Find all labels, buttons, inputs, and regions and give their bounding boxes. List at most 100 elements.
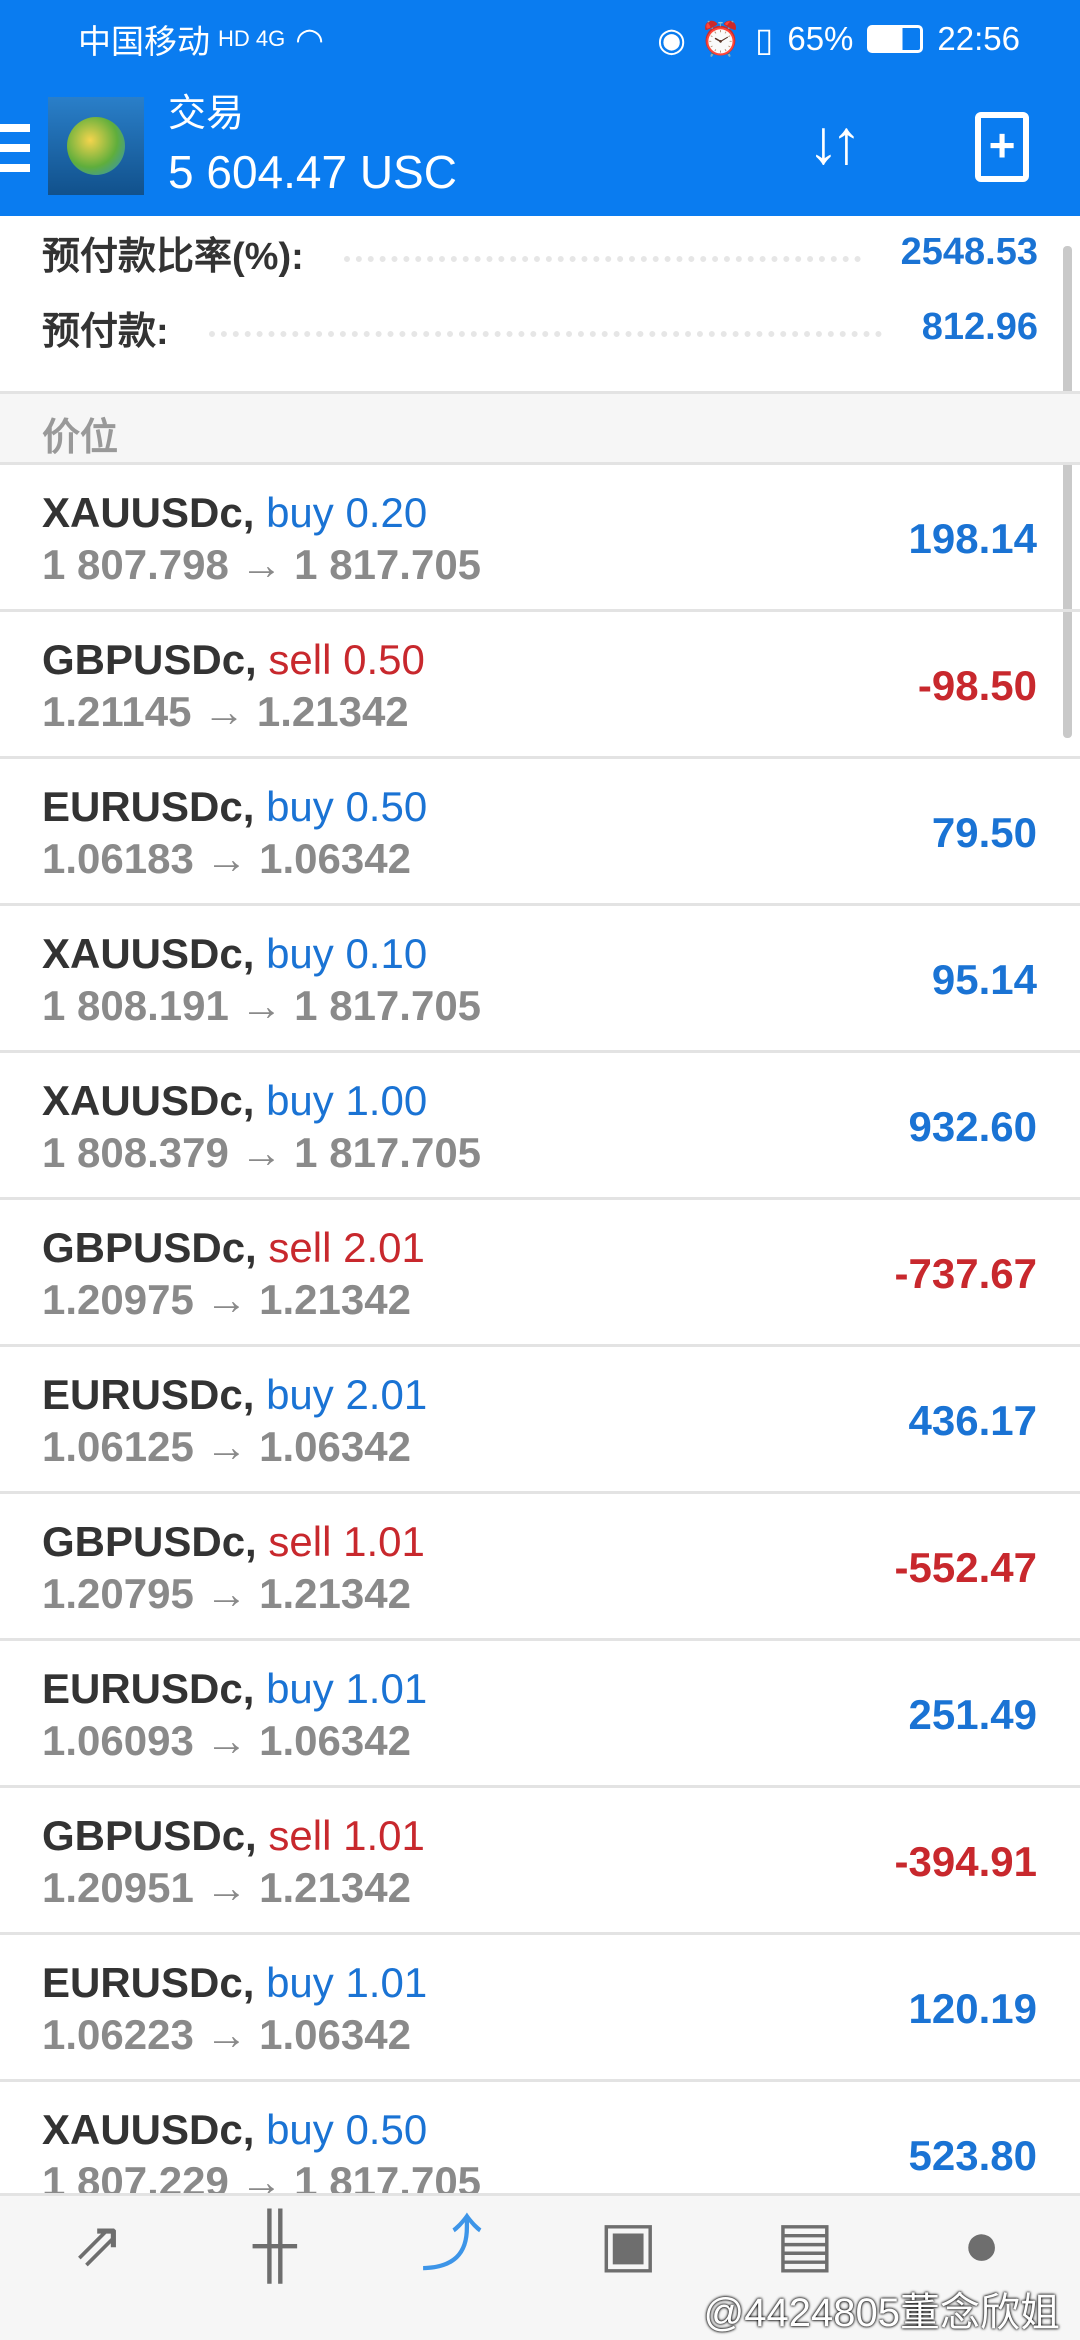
dots-leader [208, 330, 882, 337]
position-title: EURUSDc, buy 2.01 [42, 1371, 427, 1419]
profit: 95.14 [931, 956, 1037, 1003]
symbol: EURUSDc, [42, 1665, 255, 1712]
order-type-lot: buy 0.50 [266, 2106, 428, 2153]
symbol: GBPUSDc, [42, 1812, 257, 1859]
position-title: XAUUSDc, buy 1.00 [42, 1077, 427, 1125]
profit: 120.19 [908, 1985, 1037, 2032]
profit: 436.17 [908, 1397, 1037, 1444]
new-order-icon[interactable]: + [975, 112, 1029, 182]
order-type-lot: sell 1.01 [268, 1812, 425, 1859]
status-bar: 中国移动 HD 4G ◠ ◉ ⏰ ▯ 65% 22:56 [78, 14, 1020, 64]
symbol: XAUUSDc, [42, 930, 255, 977]
price-range: 1 807.229 → 1 817.705 [42, 2158, 482, 2193]
margin-label: 预付款: [42, 311, 169, 353]
position-row[interactable]: GBPUSDc, sell 0.50 1.21145 → 1.21342 -98… [0, 612, 1080, 759]
positions-list: XAUUSDc, buy 0.20 1 807.798 → 1 817.705 … [0, 465, 1080, 2193]
position-title: EURUSDc, buy 1.01 [42, 1665, 427, 1713]
price-range: 1.06183 → 1.06342 [42, 835, 411, 882]
price-range: 1.06125 → 1.06342 [42, 1423, 411, 1470]
position-title: GBPUSDc, sell 1.01 [42, 1812, 425, 1860]
order-type-lot: sell 0.50 [268, 636, 425, 683]
profit: 932.60 [908, 1103, 1037, 1150]
nav-chat-icon[interactable]: ● [962, 2210, 1001, 2279]
account-balance: 5 604.47 USC [168, 146, 457, 198]
profit: -394.91 [894, 1838, 1037, 1885]
scrollbar[interactable] [1063, 246, 1072, 738]
profit: -737.67 [894, 1250, 1037, 1297]
symbol: EURUSDc, [42, 1959, 255, 2006]
price-range: 1 807.798 → 1 817.705 [42, 541, 482, 588]
carrier: 中国移动 [78, 23, 210, 60]
bottom-nav: ⇗ ╫ ⤴ ▣ ▤ ● [0, 2193, 1080, 2340]
order-type-lot: buy 1.01 [266, 1665, 428, 1712]
battery-percent: 65% [787, 20, 854, 57]
network-indicator: HD 4G [218, 26, 286, 51]
symbol: EURUSDc, [42, 783, 255, 830]
order-type-lot: buy 0.50 [266, 783, 428, 830]
profit: 523.80 [908, 2132, 1037, 2179]
order-type-lot: buy 1.00 [266, 1077, 428, 1124]
position-row[interactable]: XAUUSDc, buy 0.10 1 808.191 → 1 817.705 … [0, 906, 1080, 1053]
position-title: GBPUSDc, sell 0.50 [42, 636, 425, 684]
price-range: 1.06223 → 1.06342 [42, 2011, 411, 2058]
price-range: 1.06093 → 1.06342 [42, 1717, 411, 1764]
position-row[interactable]: XAUUSDc, buy 0.50 1 807.229 → 1 817.705 … [0, 2082, 1080, 2193]
profit: 251.49 [908, 1691, 1037, 1738]
position-row[interactable]: GBPUSDc, sell 1.01 1.20951 → 1.21342 -39… [0, 1788, 1080, 1935]
profit: 198.14 [908, 515, 1037, 562]
position-title: EURUSDc, buy 1.01 [42, 1959, 427, 2007]
metatrader-logo [48, 97, 144, 195]
margin-value: 812.96 [921, 306, 1038, 348]
symbol: XAUUSDc, [42, 489, 255, 536]
eye-icon: ◉ [657, 20, 687, 58]
nav-trade-icon[interactable]: ⤴ [420, 2210, 483, 2279]
position-row[interactable]: EURUSDc, buy 0.50 1.06183 → 1.06342 79.5… [0, 759, 1080, 906]
price-range: 1.20795 → 1.21342 [42, 1570, 411, 1617]
order-type-lot: sell 1.01 [268, 1518, 425, 1565]
profit: -98.50 [917, 662, 1037, 709]
order-type-lot: sell 2.01 [268, 1224, 425, 1271]
margin-row: 预付款: 812.96 [42, 300, 1038, 355]
position-row[interactable]: EURUSDc, buy 1.01 1.06093 → 1.06342 251.… [0, 1641, 1080, 1788]
profit: 79.50 [931, 809, 1037, 856]
position-row[interactable]: GBPUSDc, sell 1.01 1.20795 → 1.21342 -55… [0, 1494, 1080, 1641]
price-range: 1.20951 → 1.21342 [42, 1864, 411, 1911]
symbol: XAUUSDc, [42, 2106, 255, 2153]
symbol: GBPUSDc, [42, 636, 257, 683]
margin-level-row: 预付款比率(%): 2548.53 [42, 225, 1038, 280]
nav-history-icon[interactable]: ▣ [599, 2210, 658, 2279]
position-title: XAUUSDc, buy 0.50 [42, 2106, 427, 2154]
app-header: 中国移动 HD 4G ◠ ◉ ⏰ ▯ 65% 22:56 交易 5 604.47… [0, 0, 1080, 216]
position-row[interactable]: XAUUSDc, buy 0.20 1 807.798 → 1 817.705 … [0, 465, 1080, 612]
order-type-lot: buy 2.01 [266, 1371, 428, 1418]
menu-icon[interactable] [0, 124, 30, 184]
position-row[interactable]: EURUSDc, buy 1.01 1.06223 → 1.06342 120.… [0, 1935, 1080, 2082]
position-title: XAUUSDc, buy 0.10 [42, 930, 427, 978]
order-type-lot: buy 0.20 [266, 489, 428, 536]
profit: -552.47 [894, 1544, 1037, 1591]
symbol: GBPUSDc, [42, 1518, 257, 1565]
price-range: 1.20975 → 1.21342 [42, 1276, 411, 1323]
symbol: GBPUSDc, [42, 1224, 257, 1271]
vibrate-icon: ▯ [755, 20, 774, 58]
price-range: 1 808.379 → 1 817.705 [42, 1129, 482, 1176]
position-title: EURUSDc, buy 0.50 [42, 783, 427, 831]
watermark: @4424805董念欣姐 [703, 2291, 1060, 2335]
section-header: 价位 [0, 391, 1080, 465]
margin-level-label: 预付款比率(%): [42, 236, 304, 278]
clock: 22:56 [937, 20, 1020, 57]
price-range: 1.21145 → 1.21342 [42, 688, 409, 735]
position-row[interactable]: XAUUSDc, buy 1.00 1 808.379 → 1 817.705 … [0, 1053, 1080, 1200]
nav-news-icon[interactable]: ▤ [775, 2210, 835, 2279]
position-title: GBPUSDc, sell 1.01 [42, 1518, 425, 1566]
position-title: GBPUSDc, sell 2.01 [42, 1224, 425, 1272]
position-title: XAUUSDc, buy 0.20 [42, 489, 427, 537]
nav-quotes-icon[interactable]: ⇗ [72, 2210, 125, 2279]
nav-chart-icon[interactable]: ╫ [253, 2210, 297, 2279]
sort-icon[interactable]: ↓↑ [808, 108, 862, 177]
price-range: 1 808.191 → 1 817.705 [42, 982, 482, 1029]
position-row[interactable]: GBPUSDc, sell 2.01 1.20975 → 1.21342 -73… [0, 1200, 1080, 1347]
dots-leader [343, 255, 861, 262]
page-title: 交易 [168, 93, 245, 135]
position-row[interactable]: EURUSDc, buy 2.01 1.06125 → 1.06342 436.… [0, 1347, 1080, 1494]
